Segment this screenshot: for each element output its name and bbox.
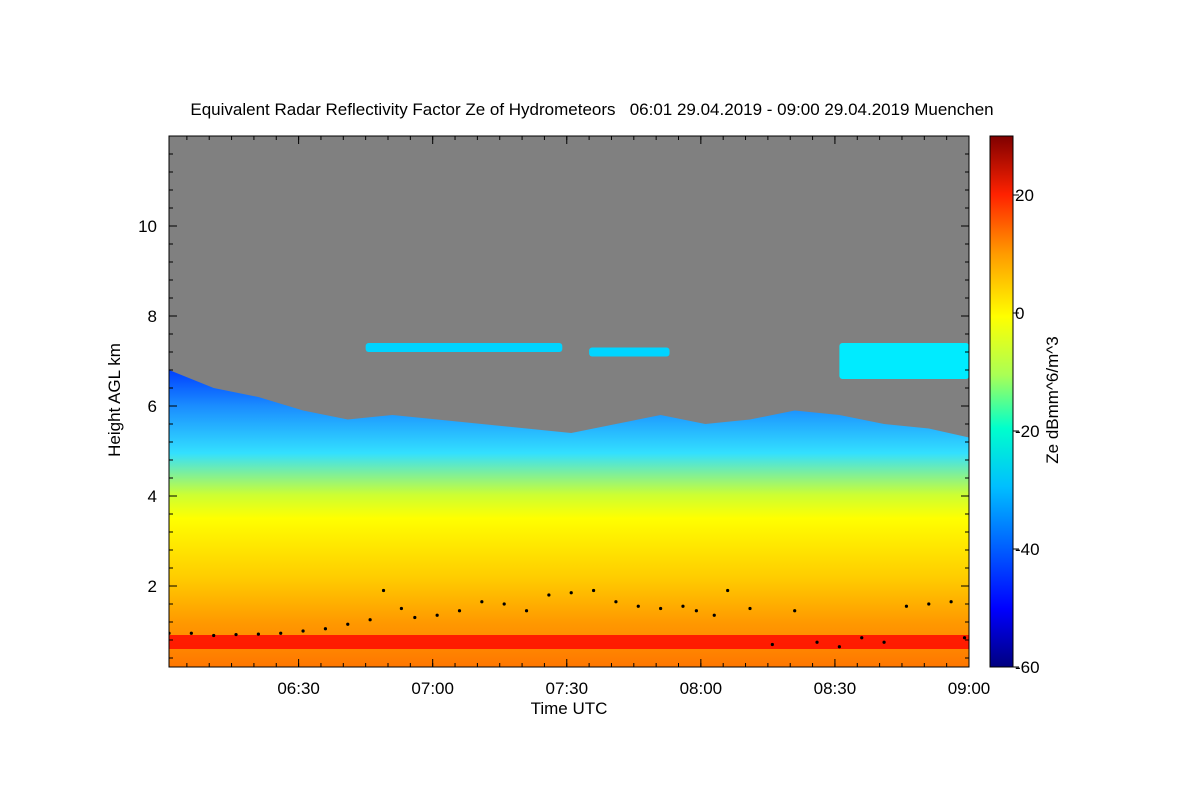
melting-layer-band (169, 635, 969, 649)
y-tick-label: 6 (148, 397, 157, 416)
colorbar-axis: 20 0 -20 -40 -60 (1013, 186, 1040, 677)
cloud-base-point (614, 600, 618, 604)
x-axis-label: Time UTC (531, 699, 608, 718)
cloud-base-point (457, 609, 462, 613)
cloud-base-point (346, 622, 350, 626)
cloud-base-point (413, 615, 417, 620)
cloud-base-point (927, 602, 931, 606)
cloud-base-point (480, 600, 484, 604)
y-tick-label: 8 (148, 307, 157, 326)
cloud-base-point (524, 609, 529, 613)
cloud-base-point (381, 588, 386, 593)
chart-title: Equivalent Radar Reflectivity Factor Ze … (190, 100, 993, 119)
cloud-body (169, 370, 969, 667)
cloud-base-point (694, 609, 698, 613)
cloud-base-point (659, 606, 663, 611)
cloud-base-point (569, 591, 573, 595)
colorbar-label: Ze dBmm^6/m^3 (1043, 336, 1062, 463)
x-tick-label: 09:00 (948, 679, 991, 698)
colorbar-tick-label: 0 (1015, 304, 1024, 323)
cloud-base-point (681, 604, 685, 608)
colorbar-tick-label: 20 (1015, 186, 1034, 205)
plot-frame (168, 135, 970, 668)
cloud-base-point (860, 636, 864, 640)
cloud-base-point (726, 588, 730, 593)
cloud-base-point (256, 632, 260, 636)
cloud-base-point (748, 606, 752, 611)
x-tick-label: 08:30 (814, 679, 857, 698)
cloud-base-point (882, 640, 886, 644)
cloud-base-point (212, 633, 216, 638)
x-tick-label: 07:00 (411, 679, 454, 698)
axes: 06:30 07:00 07:30 08:00 08:30 09:00 2 4 6 8 10 (138, 136, 990, 698)
cloud-base-point (591, 588, 596, 593)
colorbar-tick-label: -40 (1015, 540, 1040, 559)
x-tick-label: 08:00 (680, 679, 723, 698)
colorbar-tick-label: -60 (1015, 658, 1040, 677)
cloud-base-point (435, 613, 439, 617)
cloud-base-point (547, 593, 551, 597)
reflectivity-field (169, 343, 969, 667)
cloud-base-point (502, 602, 506, 606)
colorbar-tick-label: -20 (1015, 422, 1040, 441)
upper-cloud-layer-1 (589, 347, 670, 357)
cloud-base-point (399, 606, 404, 611)
colorbar (989, 135, 1014, 668)
cloud-base-point (368, 618, 372, 622)
upper-cloud-layer-2 (839, 343, 969, 379)
cloud-base-point (815, 640, 819, 644)
cloud-base-point (793, 609, 797, 613)
cloud-base-point (189, 631, 193, 635)
y-tick-label: 10 (138, 217, 157, 236)
cloud-base-point (301, 629, 305, 633)
cloud-base-point (949, 600, 953, 604)
upper-cloud-layer-0 (365, 343, 563, 352)
y-tick-label: 4 (148, 487, 157, 506)
cloud-base-point (234, 633, 238, 637)
cloud-base-point (837, 645, 841, 649)
y-tick-label: 2 (148, 577, 157, 596)
cloud-base-point (962, 636, 967, 640)
x-tick-label: 07:30 (545, 679, 588, 698)
cloud-base-point (904, 604, 909, 608)
cloud-base-point (636, 604, 640, 608)
cloud-base-point (323, 627, 328, 631)
x-tick-label: 06:30 (277, 679, 320, 698)
cloud-base-point (712, 613, 716, 617)
y-axis-label: Height AGL km (105, 343, 124, 457)
cloud-base-point (279, 631, 283, 635)
cloud-base-point (770, 642, 774, 647)
